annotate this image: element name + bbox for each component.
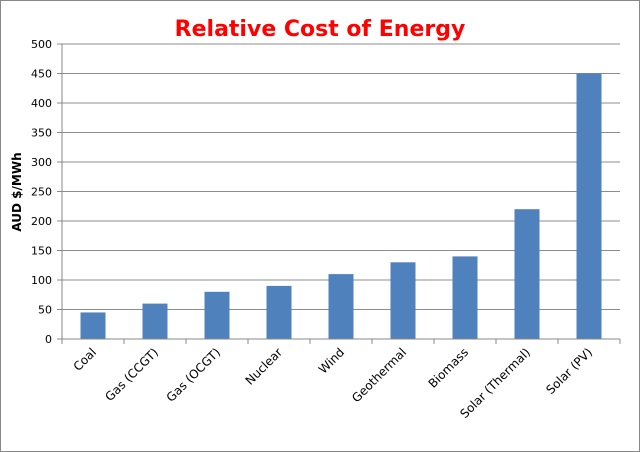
y-tick-label: 450 <box>31 68 52 81</box>
bar-biomass <box>452 256 478 339</box>
y-tick-label: 150 <box>31 245 52 258</box>
x-tick-label: Nuclear <box>243 345 286 388</box>
bar-gas-ccgt <box>142 303 168 339</box>
x-tick-label: Geothermal <box>349 345 409 405</box>
y-tick-label: 100 <box>31 274 52 287</box>
x-tick-label: Biomass <box>426 345 472 391</box>
y-tick-label: 500 <box>31 38 52 51</box>
y-tick-label: 50 <box>38 304 52 317</box>
y-tick-label: 250 <box>31 186 52 199</box>
y-axis-label: AUD $/MWh <box>10 152 24 231</box>
bar-wind <box>328 274 354 339</box>
y-tick-label: 350 <box>31 127 52 140</box>
bar-solar-pv <box>576 73 602 339</box>
bar-gas-ocgt <box>204 291 230 339</box>
x-tick-label: Gas (OCGT) <box>164 345 223 404</box>
x-tick-label: Solar (PV) <box>543 345 595 397</box>
x-tick-label: Coal <box>71 345 100 374</box>
x-tick-label: Gas (CCGT) <box>102 345 161 404</box>
x-tick-label: Wind <box>316 345 347 376</box>
y-tick-label: 200 <box>31 215 52 228</box>
bar-coal <box>80 312 106 339</box>
bar-geothermal <box>390 262 416 339</box>
y-tick-label: 0 <box>45 333 52 346</box>
y-tick-label: 300 <box>31 156 52 169</box>
bar-solar-thermal <box>514 209 540 339</box>
bar-nuclear <box>266 285 292 339</box>
y-tick-label: 400 <box>31 97 52 110</box>
chart-title: Relative Cost of Energy <box>175 17 466 42</box>
